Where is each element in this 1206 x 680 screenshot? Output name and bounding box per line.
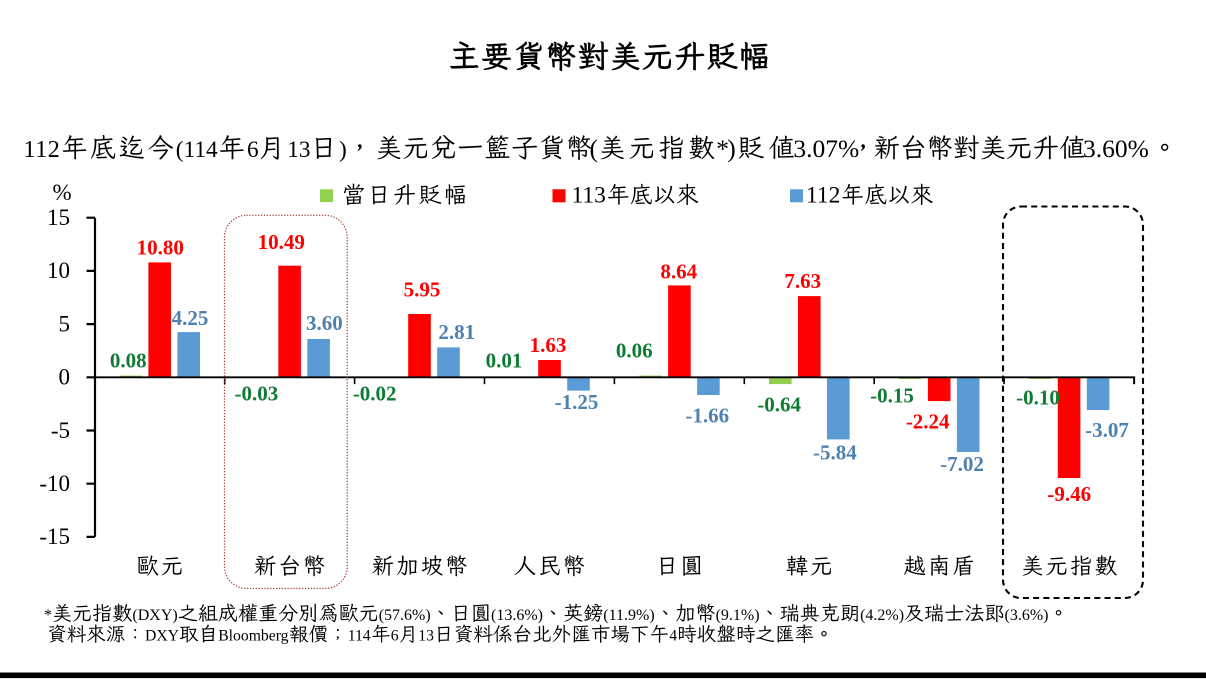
svg-text:(13.6%): (13.6%): [491, 607, 543, 624]
svg-text:10: 10: [47, 258, 70, 283]
svg-text:114: 114: [348, 628, 371, 645]
svg-text:*: *: [44, 607, 52, 624]
svg-text:-1.25: -1.25: [555, 390, 599, 414]
svg-text:-0.02: -0.02: [353, 382, 397, 406]
svg-text:-5: -5: [51, 418, 70, 443]
svg-text:Bloomberg: Bloomberg: [218, 628, 288, 645]
svg-text:3.60: 3.60: [306, 311, 343, 335]
svg-text:(: (: [590, 134, 599, 163]
svg-text:-1.66: -1.66: [685, 404, 729, 428]
svg-text:1.63: 1.63: [530, 333, 567, 357]
svg-text:10.49: 10.49: [258, 230, 305, 254]
svg-text:-7.02: -7.02: [940, 452, 984, 476]
svg-text:3.60%: 3.60%: [1083, 134, 1149, 163]
svg-text:5.95: 5.95: [404, 278, 441, 302]
svg-text:%: %: [53, 180, 72, 205]
svg-text:*: *: [716, 134, 729, 163]
svg-text:(DXY): (DXY): [132, 607, 177, 624]
svg-text:(3.6%): (3.6%): [1005, 607, 1049, 624]
svg-text:6: 6: [247, 137, 259, 163]
svg-text:113: 113: [572, 183, 606, 209]
svg-text:(57.6%): (57.6%): [379, 607, 431, 624]
svg-text:): ): [339, 137, 347, 163]
svg-text:4: 4: [669, 628, 677, 645]
svg-text:6: 6: [391, 628, 399, 645]
svg-text:5: 5: [59, 311, 71, 336]
svg-text:DXY: DXY: [145, 628, 179, 645]
svg-text:-0.15: -0.15: [870, 384, 914, 408]
svg-text:0.01: 0.01: [486, 348, 523, 372]
svg-text:(9.1%): (9.1%): [716, 607, 760, 624]
svg-text:-15: -15: [39, 524, 70, 549]
svg-text:-10: -10: [39, 471, 70, 496]
svg-text:(4.2%): (4.2%): [860, 607, 904, 624]
svg-text:-0.64: -0.64: [757, 393, 801, 417]
svg-text:(: (: [176, 137, 184, 163]
svg-text:0: 0: [59, 365, 71, 390]
svg-text:112: 112: [23, 136, 60, 163]
svg-text:-0.03: -0.03: [235, 381, 279, 405]
svg-text:0.08: 0.08: [110, 349, 147, 373]
svg-text:10.80: 10.80: [137, 235, 184, 259]
svg-text:7.63: 7.63: [784, 269, 821, 293]
svg-text:(11.9%): (11.9%): [603, 607, 654, 624]
svg-text:3.07%: 3.07%: [793, 134, 859, 163]
svg-text:0.06: 0.06: [616, 338, 653, 362]
svg-text:): ): [727, 134, 736, 163]
svg-text:-3.07: -3.07: [1085, 418, 1129, 442]
svg-text:-9.46: -9.46: [1047, 482, 1091, 506]
svg-text:2.81: 2.81: [438, 320, 475, 344]
svg-text:-5.84: -5.84: [813, 441, 857, 465]
svg-text:112: 112: [806, 183, 840, 209]
svg-text:8.64: 8.64: [660, 260, 697, 284]
svg-text:114: 114: [184, 137, 218, 163]
svg-text:4.25: 4.25: [172, 306, 209, 330]
svg-text:15: 15: [47, 205, 70, 230]
svg-text:13: 13: [418, 628, 434, 645]
svg-text:13: 13: [287, 137, 310, 163]
svg-text:-0.10: -0.10: [1016, 386, 1060, 410]
svg-text:-2.24: -2.24: [906, 409, 950, 433]
